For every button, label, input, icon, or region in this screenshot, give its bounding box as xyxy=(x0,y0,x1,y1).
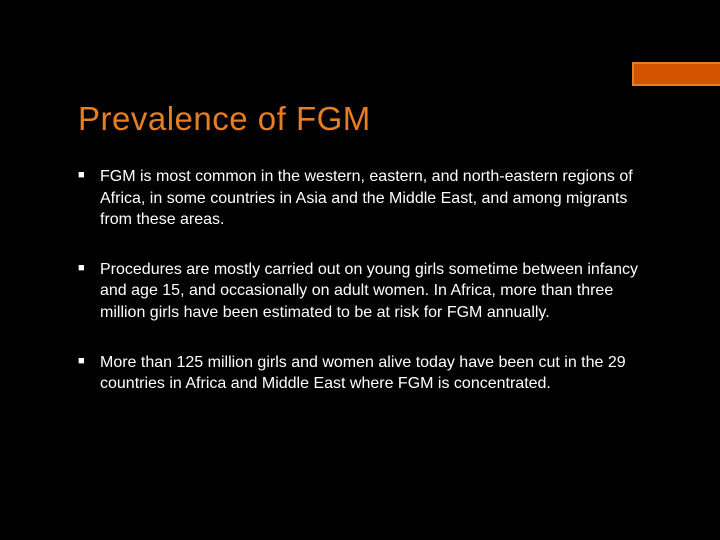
bullet-item: FGM is most common in the western, easte… xyxy=(78,166,650,231)
accent-bar xyxy=(632,62,720,86)
bullet-item: More than 125 million girls and women al… xyxy=(78,352,650,395)
bullet-item: Procedures are mostly carried out on you… xyxy=(78,259,650,324)
slide-content: Prevalence of FGM FGM is most common in … xyxy=(0,0,720,463)
bullet-list: FGM is most common in the western, easte… xyxy=(78,166,650,395)
slide-title: Prevalence of FGM xyxy=(78,100,650,138)
